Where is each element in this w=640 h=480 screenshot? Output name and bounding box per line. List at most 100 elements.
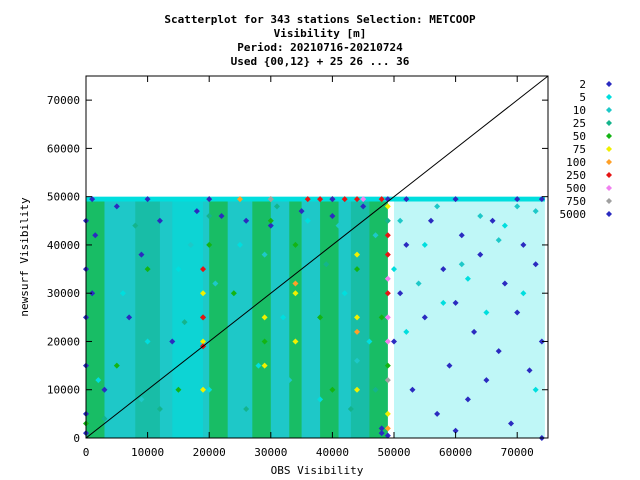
point-series-750-0 — [384, 377, 391, 384]
point-series-2-49 — [452, 427, 459, 434]
point-series-5000-0 — [89, 196, 96, 203]
point-series-50-7 — [261, 338, 268, 345]
point-series-75-0 — [200, 386, 207, 393]
legend-marker-750 — [606, 198, 612, 204]
dense-row-y-50000 — [86, 196, 545, 202]
point-series-2-7 — [92, 232, 99, 239]
point-series-2-43 — [514, 309, 521, 316]
y-tick-label-3: 30000 — [47, 287, 80, 300]
point-series-5-7 — [280, 314, 287, 321]
point-series-2-46 — [532, 261, 539, 268]
point-series-5-1 — [119, 290, 126, 297]
x-axis-ticks: 0 10000 20000 30000 40000 50000 60000 70000 — [83, 76, 534, 459]
x-tick-label-4: 40000 — [316, 446, 349, 459]
point-series-2-32 — [446, 362, 453, 369]
point-series-5-15 — [440, 299, 447, 306]
point-series-50-1 — [113, 362, 120, 369]
point-series-75-4 — [261, 314, 268, 321]
point-series-75-2 — [200, 290, 207, 297]
point-series-2-36 — [471, 328, 478, 335]
point-series-10-7 — [286, 377, 293, 384]
point-series-2-8 — [101, 386, 108, 393]
legend-label-25: 25 — [573, 117, 586, 130]
legend-label-10: 10 — [573, 104, 586, 117]
dense-band-6 — [289, 199, 302, 438]
point-series-50-14 — [384, 362, 391, 369]
x-tick-label-0: 0 — [83, 446, 90, 459]
point-series-5000-7 — [514, 196, 521, 203]
point-series-500-0 — [384, 338, 391, 345]
point-series-5-14 — [421, 241, 428, 248]
dense-band-3 — [172, 199, 204, 438]
point-series-5000-3 — [329, 196, 336, 203]
point-series-5-18 — [501, 222, 508, 229]
y-tick-label-6: 60000 — [47, 142, 80, 155]
point-series-2-44 — [520, 241, 527, 248]
point-series-5-9 — [317, 396, 324, 403]
point-series-10-8 — [310, 290, 317, 297]
point-series-5-6 — [255, 362, 262, 369]
point-series-10-15 — [458, 261, 465, 268]
point-series-250-8 — [378, 196, 385, 203]
point-series-2-17 — [267, 222, 274, 229]
point-series-2-34 — [458, 232, 465, 239]
point-series-25-8 — [323, 261, 330, 268]
point-series-50-2 — [144, 266, 151, 273]
dense-band-4 — [209, 199, 228, 438]
point-series-2-25 — [397, 290, 404, 297]
point-series-2-40 — [495, 348, 502, 355]
point-series-2-16 — [243, 217, 250, 224]
legend-marker-5000 — [606, 211, 612, 217]
point-series-5-17 — [483, 309, 490, 316]
dense-band-5 — [252, 199, 271, 438]
data-points — [83, 196, 545, 441]
point-series-75-6 — [292, 290, 299, 297]
point-series-2-28 — [421, 314, 428, 321]
point-series-5000-8 — [538, 196, 545, 203]
chart-title-line-1: Scatterplot for 343 stations Selection: … — [164, 13, 476, 26]
point-series-5000-2 — [206, 196, 213, 203]
point-series-5-11 — [366, 338, 373, 345]
point-series-250-6 — [341, 196, 348, 203]
point-series-2-11 — [138, 251, 145, 258]
point-series-5-0 — [95, 377, 102, 384]
point-series-10-14 — [434, 203, 441, 210]
point-series-5-16 — [464, 275, 471, 282]
point-series-2-6 — [89, 290, 96, 297]
point-series-5-4 — [206, 386, 213, 393]
point-series-75-11 — [384, 203, 391, 210]
point-series-50-6 — [230, 290, 237, 297]
y-tick-label-1: 10000 — [47, 384, 80, 397]
point-series-250-3 — [304, 196, 311, 203]
point-series-5-19 — [520, 290, 527, 297]
point-series-2-19 — [329, 212, 336, 219]
point-series-25-11 — [384, 217, 391, 224]
point-series-2-29 — [427, 217, 434, 224]
y-axis-ticks: 0 10000 20000 30000 40000 50000 60000 70000 — [47, 94, 548, 445]
point-series-75-9 — [354, 251, 361, 258]
point-series-5-5 — [237, 241, 243, 248]
point-series-25-6 — [273, 203, 280, 210]
point-series-10-11 — [372, 232, 379, 239]
point-series-2-27 — [409, 386, 416, 393]
x-tick-label-6: 60000 — [439, 446, 472, 459]
point-series-5-8 — [304, 217, 311, 224]
point-series-2-12 — [156, 217, 163, 224]
point-series-250-9 — [384, 290, 391, 297]
legend-label-5000: 5000 — [560, 208, 587, 221]
legend-marker-10 — [606, 107, 612, 113]
point-series-5000-1 — [144, 196, 151, 203]
x-tick-label-1: 10000 — [131, 446, 164, 459]
point-series-2-33 — [452, 299, 459, 306]
legend-marker-25 — [606, 120, 612, 126]
point-series-50-5 — [206, 241, 213, 248]
point-series-5000-5 — [403, 196, 410, 203]
point-series-75-1 — [200, 338, 207, 345]
point-cloud-background — [86, 196, 545, 438]
y-tick-label-2: 20000 — [47, 335, 80, 348]
point-series-25-10 — [372, 386, 379, 393]
dense-band-2 — [135, 199, 160, 438]
point-series-25-0 — [101, 415, 108, 422]
point-series-2-13 — [169, 338, 176, 345]
